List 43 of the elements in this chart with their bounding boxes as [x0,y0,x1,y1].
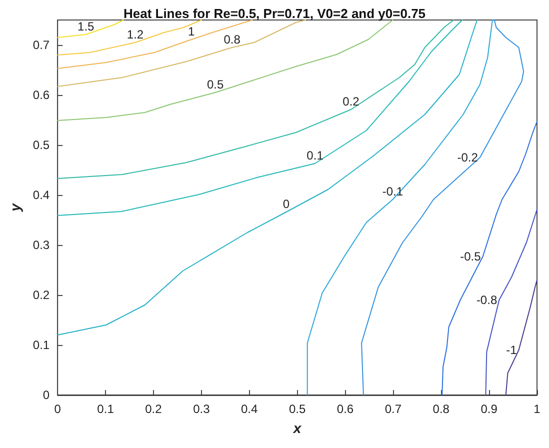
series-label: -1 [506,343,518,357]
line-series [361,20,524,396]
y-tick-label: 0.4 [32,188,50,202]
x-tick-label: 0.7 [384,402,402,416]
series-label: 1 [188,24,195,38]
x-tick-label: 0.6 [336,402,354,416]
series-label: -0.2 [457,150,478,164]
series-label: 1.5 [78,20,95,34]
line-series [57,20,202,56]
y-tick-label: 0.1 [32,338,50,352]
y-tick-label: 0.2 [32,288,50,302]
x-tick-label: 0.3 [193,402,210,416]
series-label: 0.1 [306,148,324,162]
line-series [57,20,253,69]
x-tick-label: 0.1 [97,402,114,416]
x-axis-title: x [292,420,302,436]
series-label: -0.5 [460,250,482,264]
line-series [57,20,124,38]
line-series [442,121,538,396]
line-series [57,20,454,179]
line-series [505,280,538,396]
series-label: -0.8 [476,293,498,307]
series-label: 1.2 [126,28,144,42]
x-tick-label: 1 [534,402,541,416]
series-label: 0.2 [342,94,360,108]
x-tick-label: 0.8 [432,402,450,416]
y-axis-title: y [7,202,23,212]
series-label: 0 [282,197,290,211]
line-series [57,20,394,121]
series-label: 0.8 [224,32,241,46]
chart-title: Heat Lines for Re=0.5, Pr=0.71, V0=2 and y0=0.75 [123,6,426,21]
y-tick-label: 0 [42,388,50,402]
x-tick-label: 0 [54,402,62,416]
series-label: 0.5 [206,78,224,92]
x-tick-label: 0.2 [145,402,162,416]
y-tick-label: 0.6 [32,88,50,102]
x-tick-label: 0.5 [288,402,306,416]
y-tick-label: 0.5 [32,138,50,152]
x-tick-label: 0.9 [480,402,498,416]
y-tick-label: 0.3 [32,238,50,252]
line-series [57,20,306,87]
y-tick-label: 0.7 [32,38,50,52]
x-tick-label: 0.4 [241,402,258,416]
